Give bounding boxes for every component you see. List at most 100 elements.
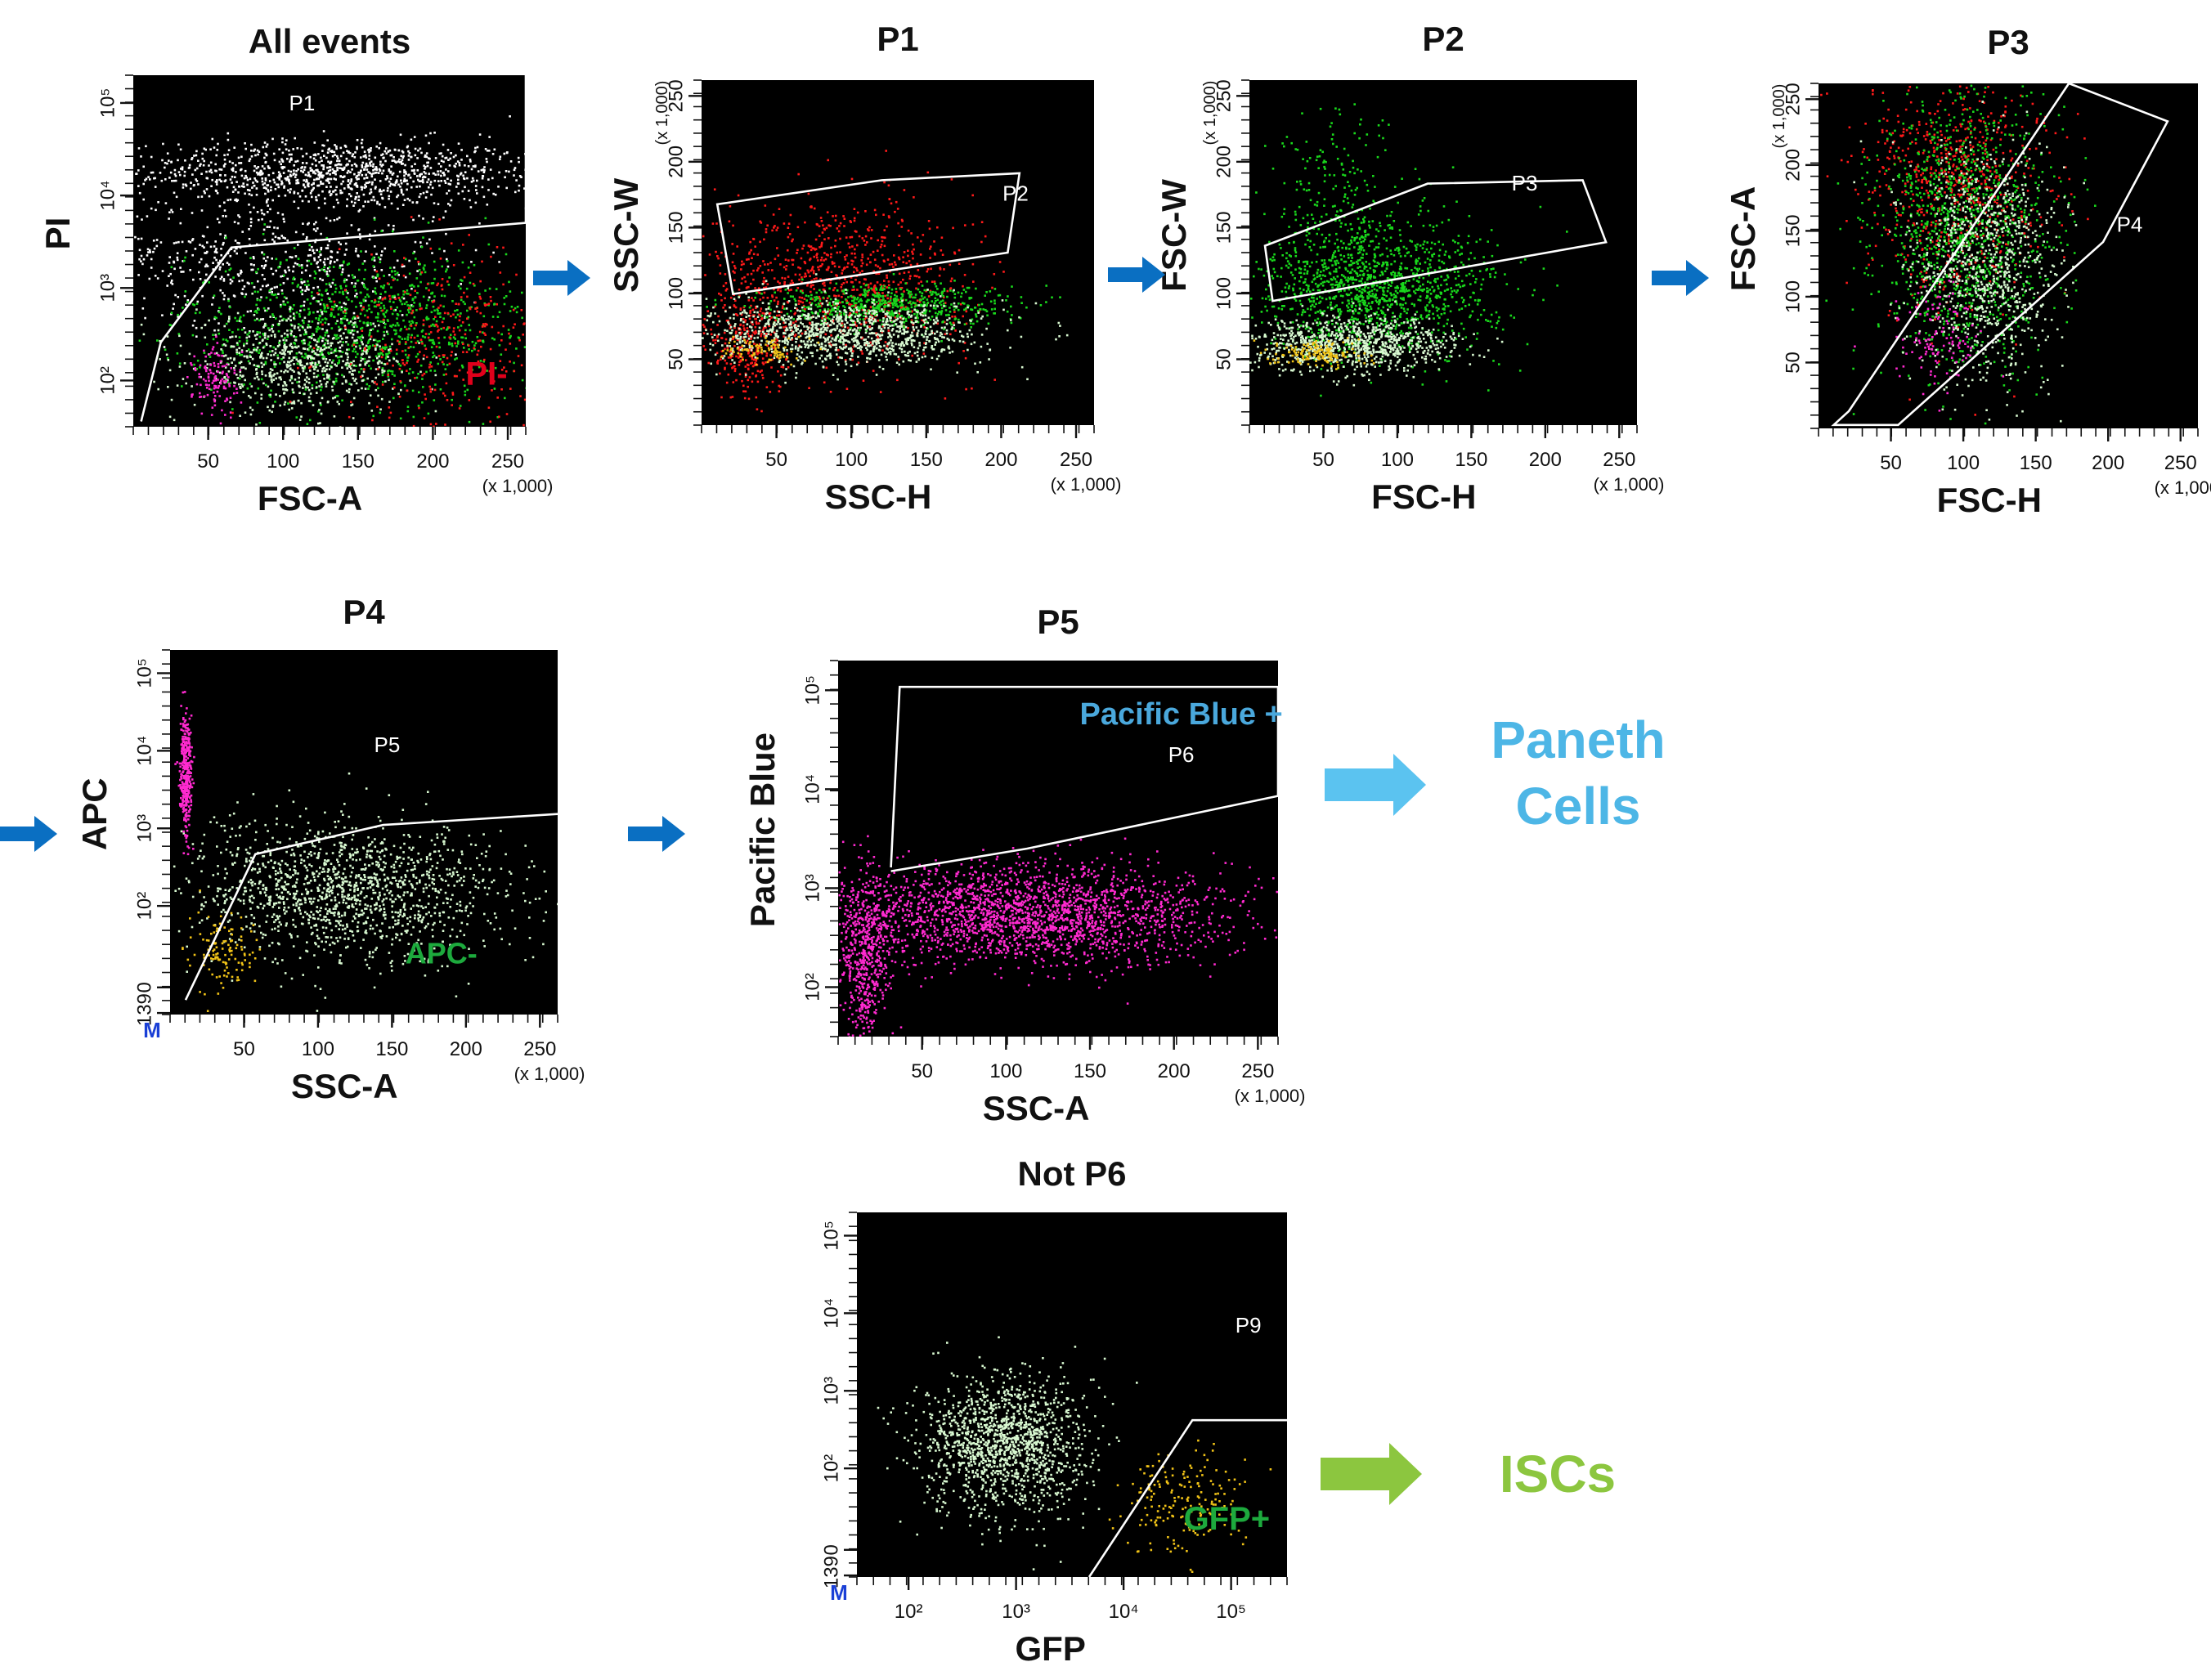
event-dot	[293, 278, 296, 280]
event-dot	[509, 160, 513, 163]
event-dot	[766, 344, 769, 347]
event-dot	[763, 238, 765, 241]
event-dot	[316, 285, 320, 289]
event-dot	[199, 244, 201, 246]
event-dot	[260, 353, 262, 356]
event-dot	[720, 396, 723, 399]
event-dot	[849, 236, 852, 239]
event-dot	[362, 321, 366, 324]
event-dot	[754, 245, 756, 248]
event-dot	[404, 338, 406, 340]
event-dot	[258, 331, 261, 334]
event-dot	[425, 370, 428, 374]
event-dot	[194, 248, 197, 250]
event-dot	[346, 336, 348, 339]
event-dot	[177, 159, 179, 162]
event-dot	[141, 307, 145, 310]
event-dot	[335, 147, 338, 150]
event-dot	[336, 167, 339, 169]
event-dot	[470, 168, 473, 171]
event-dot	[281, 166, 285, 168]
event-dot	[491, 325, 494, 329]
event-dot	[823, 284, 826, 287]
event-dot	[319, 309, 322, 311]
event-dot	[321, 144, 324, 146]
event-dot	[253, 314, 256, 316]
event-dot	[329, 219, 332, 222]
event-dot	[335, 380, 338, 383]
event-dot	[253, 347, 256, 350]
event-dot	[421, 329, 424, 332]
event-dot	[303, 304, 305, 307]
event-dot	[142, 258, 146, 261]
event-dot	[279, 315, 282, 318]
event-dot	[258, 319, 261, 322]
event-dot	[847, 242, 850, 245]
event-dot	[203, 395, 206, 397]
event-dot	[886, 345, 889, 347]
event-dot	[741, 260, 743, 263]
event-dot	[881, 287, 884, 289]
event-dot	[368, 238, 371, 241]
event-dot	[413, 136, 416, 138]
event-dot	[393, 374, 396, 377]
event-dot	[309, 355, 312, 358]
event-dot	[411, 298, 415, 301]
event-dot	[263, 156, 266, 159]
event-dot	[356, 338, 358, 342]
event-dot	[505, 253, 508, 256]
event-dot	[276, 285, 278, 289]
event-dot	[401, 193, 405, 196]
event-dot	[229, 336, 231, 338]
event-dot	[912, 243, 914, 246]
event-dot	[411, 321, 415, 324]
event-dot	[222, 298, 226, 301]
event-dot	[388, 416, 391, 419]
event-dot	[833, 287, 836, 289]
event-dot	[262, 172, 264, 175]
event-dot	[379, 347, 382, 351]
event-dot	[307, 223, 309, 226]
event-dot	[339, 301, 341, 304]
event-dot	[787, 289, 791, 292]
event-dot	[347, 186, 350, 189]
event-dot	[332, 266, 335, 268]
event-dot	[200, 412, 204, 415]
event-dot	[237, 222, 240, 225]
event-dot	[281, 213, 285, 216]
event-dot	[252, 268, 254, 271]
event-dot	[264, 362, 267, 365]
event-dot	[357, 336, 360, 338]
event-dot	[328, 346, 330, 349]
population-magenta	[186, 335, 244, 425]
event-dot	[224, 174, 226, 177]
event-dot	[173, 302, 175, 306]
event-dot	[384, 346, 387, 349]
event-dot	[366, 165, 368, 168]
event-dot	[286, 329, 289, 332]
event-dot	[419, 338, 423, 341]
event-dot	[401, 263, 404, 267]
event-dot	[170, 311, 173, 314]
event-dot	[262, 333, 265, 335]
event-dot	[231, 361, 233, 364]
event-dot	[346, 307, 348, 311]
event-dot	[402, 265, 406, 267]
event-dot	[197, 159, 200, 162]
event-dot	[788, 233, 792, 235]
event-dot	[808, 387, 810, 389]
event-dot	[513, 361, 515, 365]
event-dot	[447, 182, 451, 186]
event-dot	[213, 251, 217, 253]
event-dot	[316, 392, 318, 394]
event-dot	[348, 151, 352, 155]
event-dot	[170, 266, 173, 269]
event-dot	[480, 168, 483, 172]
event-dot	[240, 320, 243, 323]
event-dot	[783, 266, 786, 269]
event-dot	[363, 260, 366, 262]
event-dot	[902, 261, 905, 263]
event-dot	[355, 176, 357, 179]
event-dot	[739, 308, 742, 311]
event-dot	[850, 177, 854, 181]
